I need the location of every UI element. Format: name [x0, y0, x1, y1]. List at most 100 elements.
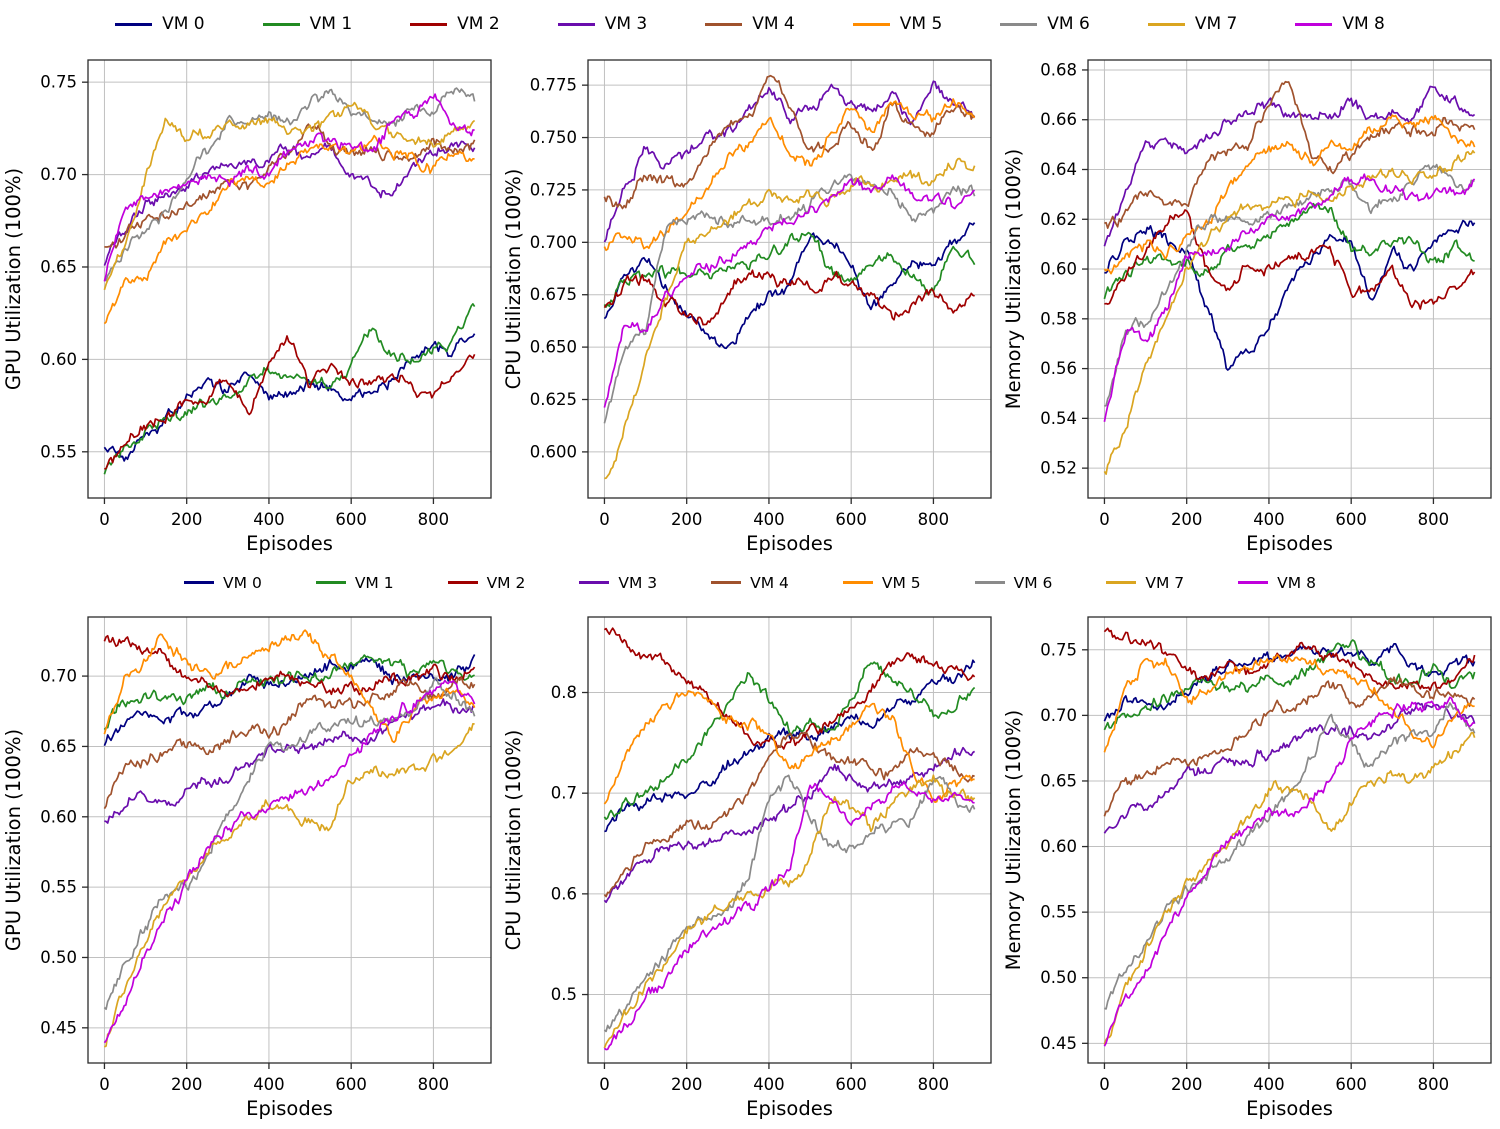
- axis-tick-labels: 0 200 400 600 800 0.52 0.54 0.56 0.58 0.60 0.62 0.6…: [1040, 60, 1449, 529]
- legend-label: VM 4: [750, 573, 789, 592]
- legend-line-swatch: [262, 22, 300, 26]
- axis-tick-labels: 0 200 400 600 800 0.55 0.60 0.65 0.70 0.75: [40, 73, 449, 529]
- legend-line-swatch: [315, 581, 346, 584]
- legend-item-vm-7: VM 7: [1106, 574, 1184, 592]
- series-vm-7: [1103, 731, 1476, 1045]
- svg-text:0.64: 0.64: [1040, 160, 1077, 179]
- series-vm-4: [603, 731, 975, 898]
- svg-text:0.62: 0.62: [1040, 210, 1077, 229]
- legend-item-vm-8: VM 8: [1295, 14, 1385, 34]
- chart-gpu-row1: 0 200 400 600 800 0.55 0.60 0.65 0.70 0.75 Episode…: [0, 48, 500, 560]
- svg-text:0: 0: [599, 510, 610, 529]
- series-vm-8: [603, 174, 976, 408]
- legend-label: VM 1: [309, 14, 353, 34]
- svg-text:0.52: 0.52: [1040, 459, 1077, 478]
- series-vm-4: [603, 74, 976, 210]
- svg-text:0.5: 0.5: [551, 985, 577, 1004]
- chart-svg: 0 200 400 600 800 0.5 0.6 0.7 0.8 Episodes CPU Uti…: [502, 616, 992, 1120]
- svg-text:200: 200: [671, 510, 703, 529]
- svg-text:400: 400: [1253, 1075, 1285, 1094]
- legend-label: VM 6: [1013, 573, 1053, 592]
- svg-text:0.50: 0.50: [40, 948, 77, 967]
- legend-item-vm-1: VM 1: [315, 573, 394, 592]
- svg-text:600: 600: [835, 1075, 867, 1094]
- y-axis-label: Memory Utilization (100%): [1002, 710, 1025, 970]
- legend-line-swatch: [184, 581, 215, 584]
- series-vm-2: [1103, 627, 1476, 692]
- series-vm-0: [604, 659, 976, 833]
- legend-label: VM 7: [1194, 14, 1238, 34]
- svg-text:0.7: 0.7: [551, 784, 577, 803]
- svg-text:400: 400: [753, 510, 785, 529]
- legend-item-vm-4: VM 4: [711, 574, 789, 592]
- legend-line-swatch: [705, 22, 743, 26]
- svg-text:200: 200: [171, 1075, 203, 1094]
- svg-text:400: 400: [1253, 510, 1285, 529]
- legend-line-swatch: [1295, 22, 1333, 26]
- legend-row-bottom: VM 0 VM 1 VM 2 VM 3 VM 4 VM 5 VM 6 VM 7 VM 8: [0, 560, 1500, 605]
- x-axis-label: Episodes: [746, 532, 833, 555]
- series-vm-8: [103, 679, 476, 1044]
- legend-label: VM 0: [162, 14, 205, 34]
- axis-tick-labels: 0 200 400 600 800 0.600 0.625 0.650 0.675 0.700 0.…: [530, 76, 949, 529]
- series-vm-1: [103, 654, 475, 731]
- svg-text:800: 800: [918, 1075, 950, 1094]
- svg-text:0.60: 0.60: [40, 807, 77, 826]
- axis-ticks: [82, 81, 435, 504]
- svg-text:0.55: 0.55: [40, 878, 77, 897]
- chart-svg: 0 200 400 600 800 0.55 0.60 0.65 0.70 0.75 Episode…: [2, 59, 492, 555]
- series-vm-8: [1103, 696, 1475, 1047]
- legend-label: VM 1: [354, 573, 394, 592]
- series-vm-4: [1104, 80, 1476, 229]
- legend-line-swatch: [1147, 22, 1185, 26]
- svg-text:0.600: 0.600: [530, 442, 577, 461]
- legend-line-swatch: [852, 22, 890, 26]
- series-vm-8: [603, 781, 975, 1051]
- legend-line-swatch: [410, 22, 448, 26]
- svg-text:200: 200: [171, 510, 203, 529]
- svg-text:800: 800: [1418, 1075, 1450, 1094]
- svg-text:0: 0: [99, 510, 110, 529]
- series-vm-1: [103, 303, 476, 475]
- svg-text:0.55: 0.55: [1040, 903, 1077, 922]
- svg-text:0.55: 0.55: [40, 442, 77, 461]
- plot-border: [87, 59, 492, 499]
- series-vm-2: [1104, 209, 1476, 310]
- chart-svg: 0 200 400 600 800 0.45 0.50 0.55 0.60 0.65 0.70 0.7…: [1002, 616, 1492, 1120]
- svg-text:0.700: 0.700: [530, 233, 577, 252]
- axis-tick-labels: 0 200 400 600 800 0.45 0.50 0.55 0.60 0.65 0.70 0.7…: [1040, 640, 1449, 1094]
- chart-svg: 0 200 400 600 800 0.45 0.50 0.55 0.60 0.65 0.70 Epi…: [2, 616, 492, 1120]
- chart-svg: 0 200 400 600 800 0.52 0.54 0.56 0.58 0.60 0.62 0.6…: [1002, 59, 1492, 555]
- svg-text:0: 0: [99, 1075, 110, 1094]
- gridlines: [588, 617, 991, 1063]
- y-axis-label: Memory Utilization (100%): [1002, 149, 1025, 409]
- chart-memory-row1: 0 200 400 600 800 0.52 0.54 0.56 0.58 0.60 0.62 0.6…: [1000, 48, 1500, 560]
- series-lines: [603, 627, 976, 1051]
- svg-text:600: 600: [335, 510, 367, 529]
- svg-text:0.70: 0.70: [40, 165, 77, 184]
- series-vm-2: [103, 634, 476, 698]
- series-vm-3: [103, 140, 476, 266]
- svg-text:600: 600: [1335, 1075, 1367, 1094]
- svg-text:0: 0: [1099, 510, 1110, 529]
- chart-gpu-row2: 0 200 400 600 800 0.45 0.50 0.55 0.60 0.65 0.70 Epi…: [0, 605, 500, 1125]
- svg-text:0.54: 0.54: [1040, 409, 1077, 428]
- legend-item-vm-2: VM 2: [410, 14, 500, 34]
- legend-label: VM 6: [1047, 14, 1090, 34]
- series-vm-2: [603, 269, 975, 326]
- legend-line-swatch: [115, 22, 153, 26]
- charts-row-1: 0 200 400 600 800 0.55 0.60 0.65 0.70 0.75 Episode…: [0, 48, 1500, 560]
- legend-label: VM 3: [618, 573, 658, 592]
- svg-text:800: 800: [1418, 510, 1450, 529]
- gridlines: [1088, 617, 1491, 1063]
- series-vm-6: [103, 677, 476, 1011]
- y-axis-label: GPU Utilization (100%): [2, 168, 25, 390]
- series-lines: [1103, 627, 1476, 1047]
- series-vm-1: [1103, 202, 1475, 300]
- legend-row-top: VM 0 VM 1 VM 2 VM 3 VM 4 VM 5 VM 6 VM 7 VM 8: [0, 0, 1500, 48]
- legend-item-vm-0: VM 0: [115, 14, 205, 34]
- series-vm-5: [103, 134, 475, 325]
- series-lines: [103, 629, 476, 1048]
- series-vm-8: [103, 93, 475, 282]
- svg-text:0.675: 0.675: [530, 285, 577, 304]
